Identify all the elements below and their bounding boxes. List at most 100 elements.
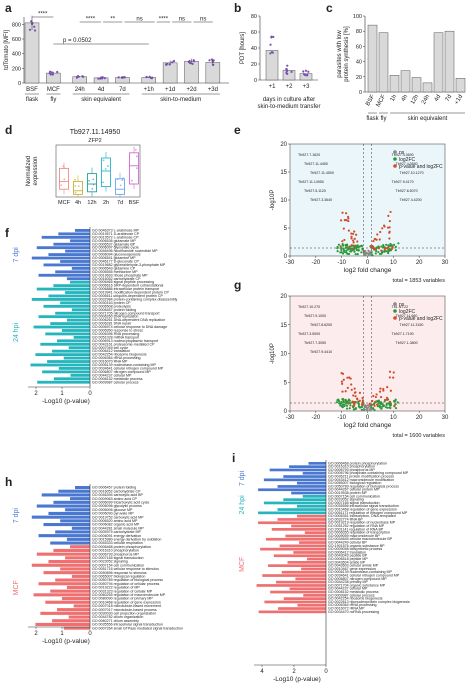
data-point-e [381, 227, 384, 230]
bar-a [184, 61, 199, 84]
bar-f [47, 360, 90, 363]
term-label-h: GO:0050789 regulation of biological proc… [92, 578, 163, 582]
x-tick-label-a: MCF [47, 87, 60, 93]
data-point-g [358, 391, 362, 394]
group-label-i: 24 hpi [239, 495, 246, 515]
term-label-i: GO:0006355 regulation of transcription [328, 531, 390, 535]
bar-f [68, 346, 90, 350]
data-point-g [386, 386, 389, 389]
bar-h [43, 523, 90, 527]
data-point-e [388, 237, 391, 240]
gene-label-e: Tb927.11.14950 [298, 180, 324, 184]
bar-f [71, 266, 90, 270]
x-tick-label-g: -10 [337, 415, 346, 421]
data-point-g [351, 400, 354, 403]
data-point-e [389, 210, 392, 214]
bar-i [301, 567, 326, 571]
gene-label-e: Tb927.6.5070 [396, 189, 418, 193]
term-label-h: GO:0050896 response to stimulus [92, 571, 147, 575]
x-tick-label-e: -20 [311, 260, 320, 266]
group-label-a: flask [26, 97, 39, 103]
data-point-b [307, 70, 310, 73]
data-point-e [352, 239, 355, 242]
legend-label-g: p-value and log2FC [399, 316, 443, 322]
data-point-g [373, 408, 376, 412]
bar-i [289, 587, 326, 591]
bar-f [55, 270, 90, 274]
data-point-g [385, 403, 388, 407]
term-label-h: GO:0019222 regulation of MP [92, 586, 140, 590]
data-point-e [345, 249, 348, 252]
data-point-g [361, 396, 364, 400]
data-point-e [389, 249, 392, 252]
bar-f [36, 246, 90, 250]
bar-a [24, 22, 40, 84]
bar-a [162, 62, 178, 84]
term-label-h: GO:0016052 carbohydrate CP [92, 489, 141, 493]
data-point-g [383, 398, 387, 402]
data-point-d [63, 178, 66, 181]
bar-f [53, 284, 90, 288]
data-point-d [134, 148, 137, 151]
term-label-h: GO:0007165 signal transduction [92, 556, 144, 560]
data-point-e [369, 245, 372, 248]
legend-marker-e [393, 164, 397, 168]
data-point-g [358, 399, 361, 403]
bar-h [70, 497, 90, 501]
data-point-b [285, 71, 288, 75]
data-point-g [350, 388, 353, 391]
term-label-i: GO:0022613 ribonucleoprotein complex bio… [328, 600, 410, 604]
bar-f [61, 329, 90, 332]
x-axis-label-b: days in culture after [263, 97, 315, 103]
bar-i [258, 610, 326, 614]
data-point-e [341, 243, 344, 246]
bar-f [38, 315, 90, 319]
bar-f [50, 322, 90, 325]
data-point-e [340, 248, 343, 252]
data-point-e [343, 238, 346, 242]
term-label-i: GO:0065007 biological regulation [328, 481, 381, 485]
bar-f [52, 349, 90, 353]
bar-i [256, 584, 326, 587]
bar-h [61, 597, 90, 601]
data-point-g [344, 390, 347, 393]
term-label-h: GO:0006520 amino acid MP [92, 519, 138, 523]
data-point-e [388, 219, 391, 223]
term-label-f: GO:0006886 intracellular protein transpo… [92, 287, 159, 291]
data-point-g [365, 408, 368, 411]
data-point-g [388, 370, 392, 373]
plot-frame-e [289, 143, 446, 257]
bar-f [66, 318, 90, 322]
data-point-g [339, 404, 342, 407]
data-point-a [187, 60, 191, 64]
panel-label-e: e [234, 123, 241, 137]
x-axis-label-f: -Log10 (p-value) [42, 398, 90, 405]
data-point-g [338, 402, 341, 405]
data-point-a [33, 29, 37, 32]
data-point-g [358, 406, 362, 409]
term-label-h: GO:0080090 regulation of primary MP [92, 597, 153, 601]
y-tick-label-g: 5 [284, 380, 288, 386]
y-tick-label-c: 40 [356, 60, 362, 66]
bar-i [265, 537, 326, 541]
y-tick-label-e: 20 [280, 142, 287, 148]
data-point-a [212, 63, 215, 66]
gene-label-g: Tb927.1.3800 [396, 341, 418, 345]
term-label-h: GO:0007017 microtubule-based process [92, 608, 157, 612]
data-point-g [393, 404, 396, 407]
data-point-g [348, 376, 351, 379]
gene-label-g: Tb927.10.270 [298, 305, 320, 309]
data-point-g [342, 378, 345, 381]
term-label-i: GO:0043412 macromolecule modification [328, 478, 394, 482]
y-axis-label-g: -log10P [270, 343, 276, 364]
bar-h [36, 504, 90, 508]
term-label-h: GO:0065007 biological regulation [92, 575, 145, 579]
term-label-i: GO:0006412 translation [328, 550, 366, 554]
term-label-f: GO:0006281 DNA repair [92, 322, 132, 326]
bar-h [31, 563, 90, 567]
bar-f [45, 332, 90, 336]
term-label-f: GO:0071705 nitrogen compound transport [92, 311, 160, 315]
group-label-i: 7 dpi [239, 470, 246, 486]
data-point-e [350, 235, 353, 238]
data-point-e [355, 246, 358, 249]
